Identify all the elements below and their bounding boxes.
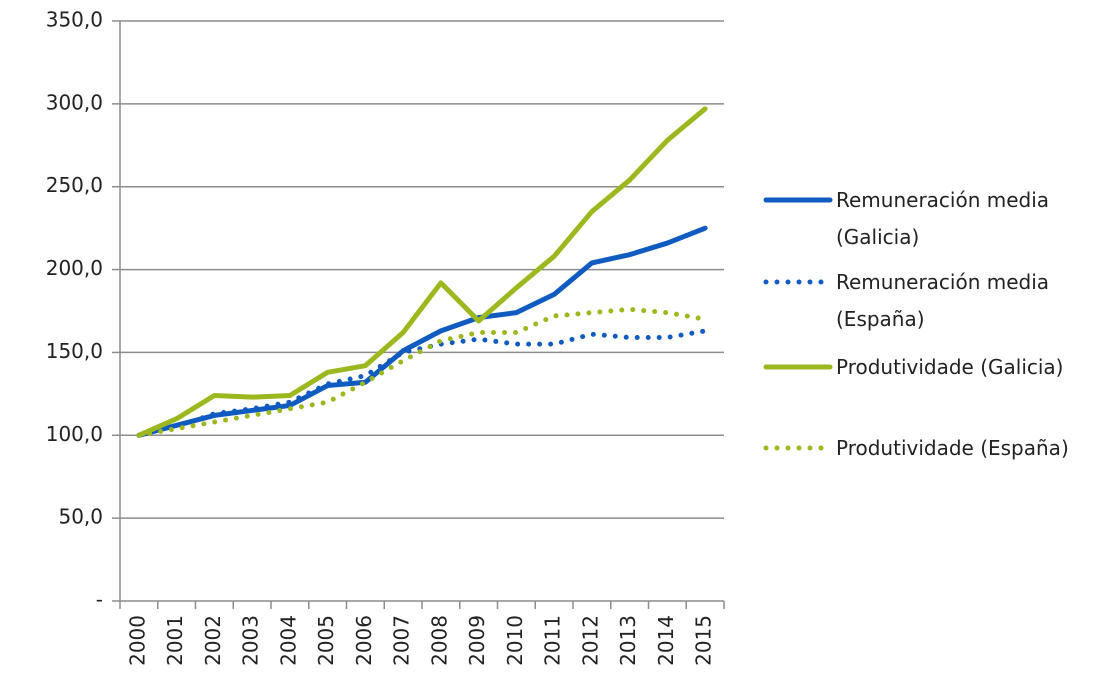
series-line — [136, 306, 708, 438]
y-tick-label: 200,0 — [46, 256, 103, 280]
legend-label: Produtividade (Galicia) — [836, 355, 1064, 379]
x-tick-label: 2010 — [503, 615, 527, 666]
series-line — [136, 106, 708, 438]
x-tick-label: 2007 — [390, 615, 414, 666]
x-tick-label: 2013 — [616, 615, 640, 666]
x-tick-label: 2006 — [352, 615, 376, 666]
y-tick-label: 150,0 — [46, 339, 103, 363]
x-tick-label: 2011 — [541, 615, 565, 666]
y-tick-label: 250,0 — [46, 173, 103, 197]
y-tick-label: 100,0 — [46, 422, 103, 446]
x-tick-label: 2003 — [239, 615, 263, 666]
x-tick-label: 2002 — [201, 615, 225, 666]
series-line — [136, 328, 708, 438]
x-tick-label: 2009 — [465, 615, 489, 666]
legend-label: Remuneración media (España) — [836, 270, 1050, 331]
x-tick-label: 2000 — [125, 615, 149, 666]
x-tick-label: 2001 — [163, 615, 187, 666]
legend-label: Produtividade (España) — [836, 436, 1069, 460]
x-tick-label: 2005 — [314, 615, 338, 666]
x-tick-label: 2004 — [276, 615, 300, 666]
x-tick-label: 2012 — [578, 615, 602, 666]
y-tick-label: - — [96, 588, 103, 612]
x-tick-label: 2014 — [654, 615, 678, 666]
y-tick-label: 50,0 — [58, 505, 103, 529]
y-tick-label: 300,0 — [46, 90, 103, 114]
x-tick-label: 2015 — [692, 615, 716, 666]
legend-label: Remuneración media (Galicia) — [836, 188, 1050, 249]
x-tick-label: 2008 — [427, 615, 451, 666]
series-line — [136, 225, 708, 438]
y-tick-label: 350,0 — [46, 8, 103, 32]
